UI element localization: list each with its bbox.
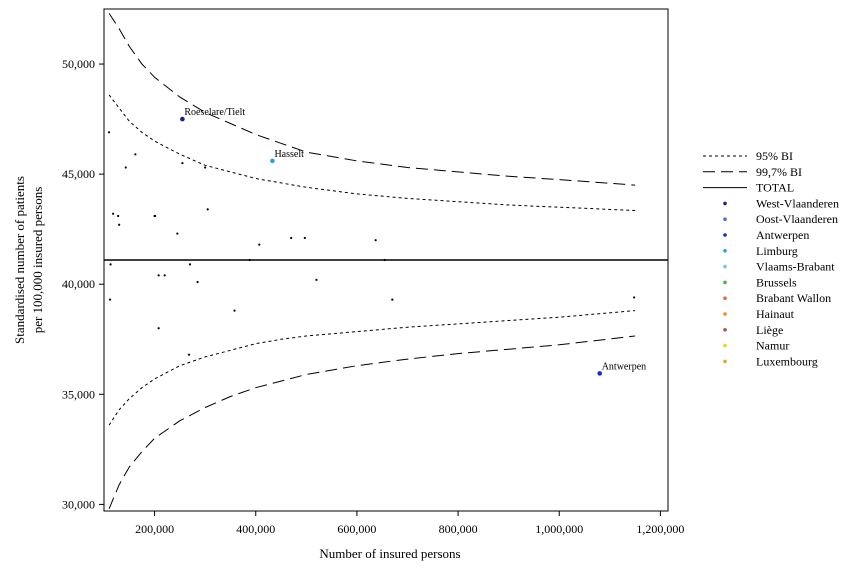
y-axis-label-line-1: Standardised number of patients (12, 176, 27, 344)
legend-label: West-Vlaanderen (756, 196, 839, 210)
y-tick-label: 45,000 (62, 167, 95, 181)
legend-swatch (723, 296, 727, 301)
highlight-point (180, 116, 185, 122)
x-axis-label: Number of insured persons (319, 546, 460, 561)
legend-label: TOTAL (756, 181, 794, 195)
data-point (117, 214, 120, 218)
legend-swatch (723, 233, 727, 237)
data-point (176, 232, 179, 235)
legend-label: Namur (756, 339, 789, 353)
data-point (233, 309, 236, 312)
legend-swatch (723, 312, 727, 316)
data-point (157, 327, 160, 330)
data-point (315, 278, 318, 281)
data-point (163, 274, 166, 277)
data-point (374, 239, 377, 242)
legend-label: 95% BI (756, 149, 793, 163)
legend-label: Luxembourg (756, 354, 818, 368)
legend-swatch (723, 217, 727, 221)
x-tick-label: 200,000 (135, 522, 174, 536)
x-tick-label: 400,000 (236, 522, 275, 536)
legend-swatch (723, 359, 727, 364)
legend-label: 99,7% BI (756, 165, 802, 179)
data-point (108, 298, 112, 301)
x-tick-label: 1,200,000 (636, 522, 684, 536)
line-upper95 (108, 94, 636, 211)
data-point (124, 166, 127, 169)
line-lower95 (108, 310, 636, 426)
x-tick-label: 1,000,000 (535, 522, 583, 536)
legend-swatch (723, 280, 727, 285)
data-point (248, 258, 251, 262)
points-layer: Roeselare/Tielt Hasselt Antwerpen (107, 107, 646, 376)
legend-swatch (723, 201, 727, 206)
point-label: Hasselt (274, 149, 304, 160)
data-point (187, 353, 191, 356)
y-tick-label: 30,000 (62, 497, 95, 511)
data-point (134, 153, 137, 156)
legend-label: Hainaut (756, 307, 795, 321)
axes: 200,000 400,000 600,000 800,000 1,000,000 1,2… (62, 57, 684, 536)
legend-swatch (723, 249, 727, 253)
data-point (153, 214, 157, 218)
data-point (290, 236, 293, 240)
legend-label: Liège (756, 323, 783, 337)
legend-label: Vlaams-Brabant (756, 260, 835, 274)
highlight-point (597, 371, 603, 376)
line-upper997 (108, 13, 636, 186)
data-point (633, 296, 636, 299)
data-point (181, 162, 184, 165)
legend-label: Brussels (756, 275, 797, 289)
x-tick-label: 800,000 (439, 522, 478, 536)
legend-swatch (723, 264, 727, 269)
legend-label: Antwerpen (756, 228, 809, 242)
data-point (204, 166, 207, 169)
data-point (112, 212, 115, 215)
legend-label: Brabant Wallon (756, 291, 831, 305)
y-axis-label-line-2: per 100,000 insured persons (30, 187, 45, 334)
legend-label: Oost-Vlaanderen (756, 212, 838, 226)
data-point (303, 236, 306, 240)
legend-label: Limburg (756, 244, 798, 258)
series-layer (104, 13, 668, 509)
y-tick-label: 40,000 (62, 277, 95, 291)
point-label: Antwerpen (602, 361, 646, 372)
data-point (157, 274, 160, 277)
data-point (391, 298, 394, 301)
y-tick-label: 35,000 (62, 387, 95, 401)
highlight-point (270, 158, 275, 164)
y-tick-label: 50,000 (62, 57, 95, 71)
data-point (258, 243, 261, 246)
line-lower997 (108, 335, 636, 509)
data-point (118, 223, 121, 226)
point-label: Roeselare/Tielt (184, 107, 245, 118)
legend-swatch (723, 328, 727, 332)
data-point (188, 263, 192, 266)
data-point (107, 131, 111, 134)
data-point (109, 263, 112, 266)
x-tick-label: 600,000 (337, 522, 376, 536)
data-point (196, 280, 199, 284)
data-point (383, 258, 386, 262)
legend-swatch (723, 343, 727, 348)
data-point (206, 208, 209, 211)
